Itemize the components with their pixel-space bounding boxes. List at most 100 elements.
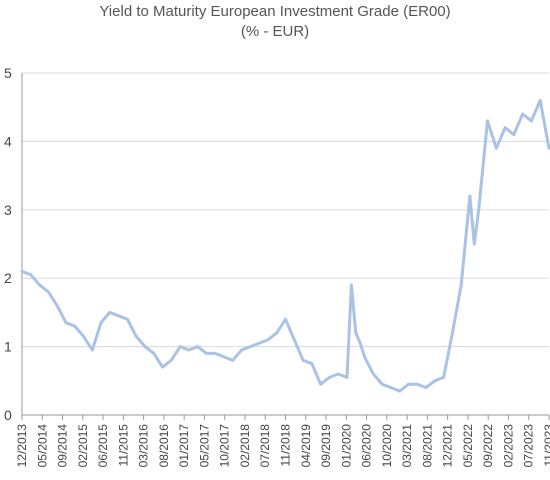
x-tick-label: 09/2014	[56, 424, 70, 468]
data-point	[310, 362, 314, 366]
x-tick-label: 02/2015	[76, 424, 90, 468]
data-point	[530, 119, 533, 123]
data-point	[55, 304, 59, 307]
data-point	[486, 119, 489, 123]
data-point	[415, 382, 419, 386]
data-point	[161, 365, 164, 369]
y-tick-label: 1	[4, 339, 12, 355]
data-point	[126, 317, 129, 321]
y-tick-label: 0	[4, 407, 12, 423]
x-tick-label: 01/2020	[339, 424, 353, 468]
data-point	[328, 376, 331, 379]
data-point	[178, 345, 182, 348]
data-point	[521, 112, 524, 116]
data-point	[257, 341, 261, 345]
x-tick-label: 11/2018	[279, 424, 293, 467]
data-point	[205, 352, 208, 355]
data-point	[249, 345, 252, 348]
data-point	[468, 194, 472, 198]
x-tick-label: 06/2015	[96, 424, 110, 468]
data-point	[275, 331, 279, 335]
data-point	[380, 382, 384, 386]
chart-subtitle: (% - EUR)	[240, 23, 310, 40]
y-tick-label: 3	[4, 202, 12, 218]
x-tick-label: 11/2023	[542, 424, 550, 467]
data-point	[187, 348, 191, 352]
data-point	[442, 376, 445, 379]
data-point	[336, 372, 340, 376]
x-tick-label: 06/2020	[360, 424, 374, 468]
data-point	[350, 283, 353, 287]
x-tick-label: 09/2022	[481, 424, 495, 468]
data-point	[222, 355, 226, 359]
x-tick-label: 02/2018	[238, 424, 252, 468]
data-point	[433, 379, 437, 383]
data-point	[117, 314, 120, 318]
data-point	[407, 382, 410, 386]
data-point	[319, 382, 322, 386]
data-point	[169, 358, 173, 362]
data-point	[363, 355, 366, 359]
data-point	[134, 334, 138, 338]
data-point	[398, 389, 402, 393]
data-point	[240, 348, 244, 352]
data-point	[20, 270, 24, 273]
data-point	[99, 321, 103, 325]
data-point	[459, 283, 463, 287]
data-point	[477, 208, 481, 212]
x-tick-label: 08/2021	[420, 424, 434, 468]
x-axis-ticks: 12/2013 05/2014 09/2014 02/2015 06/2015 11/20…	[15, 415, 550, 467]
data-point	[90, 348, 94, 352]
data-point	[266, 338, 270, 342]
x-tick-label: 04/2019	[299, 424, 313, 468]
data-point	[64, 321, 68, 325]
data-point	[371, 372, 375, 376]
data-point	[494, 146, 498, 150]
x-tick-label: 08/2016	[157, 424, 171, 468]
y-tick-label: 4	[4, 133, 12, 149]
data-point	[512, 133, 516, 137]
data-point	[143, 345, 147, 348]
data-point	[547, 146, 550, 150]
data-point	[47, 290, 50, 294]
data-point	[38, 283, 41, 287]
x-tick-label: 01/2017	[177, 424, 191, 468]
data-point	[354, 331, 358, 335]
x-tick-label: 12/2013	[15, 424, 29, 468]
data-point	[29, 273, 33, 277]
chart-title: Yield to Maturity European Investment Gr…	[99, 3, 451, 20]
y-axis-ticks: 0 1 2 3 4 5	[4, 65, 12, 423]
data-point	[213, 352, 217, 355]
data-point	[73, 324, 77, 328]
data-point	[424, 386, 428, 389]
data-point	[345, 376, 349, 379]
data-point	[301, 358, 305, 362]
data-point	[451, 331, 454, 335]
data-point	[389, 386, 393, 389]
data-point	[284, 317, 287, 321]
data-point	[108, 311, 112, 314]
x-tick-label: 12/2021	[441, 424, 455, 468]
x-tick-label: 03/2021	[400, 424, 414, 468]
x-tick-label: 05/2022	[461, 424, 475, 468]
x-tick-label: 05/2017	[197, 424, 211, 468]
x-tick-label: 03/2016	[137, 424, 151, 468]
series-line-0	[20, 98, 550, 393]
y-tick-label: 5	[4, 65, 12, 81]
x-tick-label: 07/2018	[258, 424, 272, 468]
x-tick-label: 07/2023	[522, 424, 536, 468]
x-tick-label: 10/2020	[380, 424, 394, 468]
data-point	[152, 352, 156, 355]
data-point	[196, 345, 200, 348]
x-tick-label: 10/2017	[218, 424, 232, 468]
x-tick-label: 11/2015	[116, 424, 130, 467]
data-point	[82, 334, 85, 338]
data-point	[538, 99, 542, 102]
data-point	[358, 341, 362, 345]
axes	[21, 73, 549, 416]
data-point	[231, 358, 235, 362]
x-tick-label: 02/2023	[501, 424, 515, 468]
x-tick-label: 09/2019	[319, 424, 333, 468]
x-tick-label: 05/2014	[35, 424, 49, 468]
